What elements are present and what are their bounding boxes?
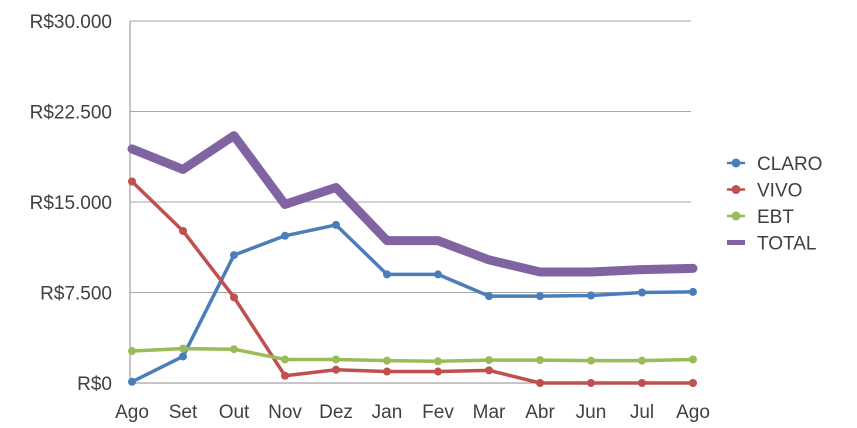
data-point (383, 270, 391, 279)
x-tick-label: Ago (676, 402, 710, 423)
x-tick-label: Jan (372, 402, 403, 423)
legend-swatch-marker (731, 211, 741, 221)
data-point (587, 379, 595, 387)
series-ebt (128, 344, 697, 366)
legend-item-claro: CLARO (727, 154, 822, 175)
data-point (128, 377, 136, 386)
legend-item-ebt: EBT (727, 207, 794, 228)
x-tick-label: Abr (525, 402, 555, 423)
x-axis: Ago Set Out Nov Dez Jan Fev Mar Abr Jun Jul Ago (115, 382, 710, 423)
legend-item-total: TOTAL (727, 234, 816, 255)
x-tick-label: Jul (630, 402, 654, 423)
y-tick-label: R$15.000 (30, 193, 112, 214)
data-point (587, 356, 595, 365)
x-tick-label: Fev (422, 402, 454, 423)
x-tick-label: Ago (115, 402, 149, 423)
data-point (638, 288, 646, 297)
legend-label: VIVO (757, 181, 802, 202)
legend-swatch-marker (731, 185, 741, 194)
data-point (230, 293, 238, 302)
data-point (383, 367, 391, 376)
legend-swatch-marker (731, 158, 741, 168)
data-point (332, 355, 340, 364)
series-vivo (128, 177, 697, 387)
data-point (179, 344, 187, 353)
data-point (536, 292, 544, 301)
data-point (485, 292, 493, 301)
data-point (485, 366, 493, 375)
series-lines (127, 131, 698, 387)
data-point (281, 355, 289, 364)
data-point (332, 220, 340, 229)
x-tick-label: Set (169, 402, 198, 423)
x-tick-label: Dez (319, 402, 353, 423)
data-point (179, 352, 187, 361)
data-point (638, 356, 646, 365)
legend-label: EBT (757, 207, 794, 228)
data-point (383, 356, 391, 365)
legend-label: TOTAL (757, 234, 816, 255)
series-line-claro (130, 223, 695, 384)
data-point (485, 356, 493, 365)
gridlines (130, 20, 691, 293)
data-point (689, 379, 697, 387)
series-total (127, 131, 698, 277)
data-point (638, 379, 646, 387)
data-point (281, 231, 289, 240)
data-point (434, 270, 442, 279)
data-point (689, 287, 697, 296)
data-point (281, 371, 289, 380)
data-point (332, 365, 340, 374)
legend: CLARO VIVO EBT TOTAL (727, 154, 822, 255)
data-point (128, 177, 136, 186)
data-point (434, 367, 442, 376)
x-tick-label: Mar (473, 402, 506, 423)
data-point (536, 356, 544, 365)
legend-label: CLARO (757, 154, 822, 175)
x-tick-label: Out (219, 402, 250, 423)
data-point (434, 357, 442, 366)
y-tick-label: R$22.500 (30, 103, 112, 124)
x-tick-label: Nov (268, 402, 302, 423)
y-tick-label: R$30.000 (30, 12, 112, 33)
data-point (230, 345, 238, 354)
series-claro (128, 220, 697, 386)
series-line-ebt (130, 346, 695, 364)
series-line-vivo (130, 179, 695, 385)
data-point (587, 291, 595, 300)
legend-item-vivo: VIVO (727, 181, 802, 202)
y-tick-label: R$0 (77, 374, 112, 395)
data-point (128, 347, 136, 356)
data-point (689, 355, 697, 364)
series-line-total (127, 131, 698, 277)
y-axis: R$0 R$7.500 R$15.000 R$22.500 R$30.000 (30, 12, 131, 395)
x-tick-label: Jun (576, 402, 607, 423)
y-tick-label: R$7.500 (40, 284, 112, 305)
data-point (536, 379, 544, 387)
data-point (179, 226, 187, 235)
data-point (230, 251, 238, 260)
